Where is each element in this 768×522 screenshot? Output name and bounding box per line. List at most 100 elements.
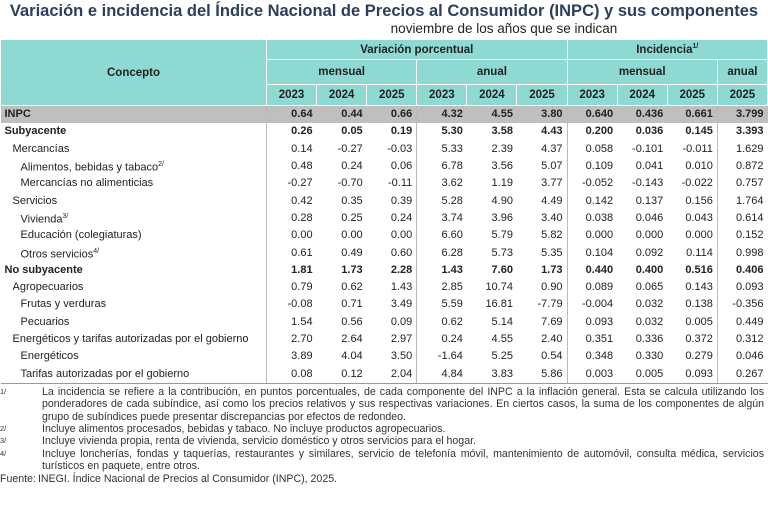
value-cell: 2.85 [416,278,467,297]
value-cell: 0.089 [566,278,618,297]
value-cell: 0.137 [635,194,664,207]
row: Frutas y verduras -0.08 0.71 3.49 5.59 16.81 -… [1,296,768,314]
footnote-text: La incidencia se refiere a la contribuci… [42,385,764,423]
concept-label: Agropecuarios [12,281,84,294]
value-cell: 0.032 [635,298,664,311]
value-cell: 0.351 [566,330,618,349]
value-cell: 0.05 [341,125,363,138]
year-header: 2024 [466,84,518,106]
value-cell: -0.022 [681,177,713,190]
value-cell: 2.64 [341,333,363,345]
value-cell: 0.005 [685,315,713,328]
value-cell: -0.356 [716,296,768,314]
row: Subyacente 0.26 0.05 0.19 5.30 3.58 4.43 0.200 0… [1,123,768,141]
value-cell: 0.152 [716,227,768,245]
value-cell: -0.052 [566,175,618,193]
value-cell: 3.96 [491,211,513,224]
subgroup-header: anual [416,59,568,85]
value-cell: 4.90 [491,194,513,207]
value-cell: 3.62 [416,175,467,193]
value-cell: 5.79 [491,229,513,242]
value-cell: 0.449 [716,313,768,331]
footnote-marker: 4/ [0,448,7,458]
value-cell: -0.004 [566,296,618,314]
value-cell: 5.14 [491,315,513,328]
concept-cell: Pecuarios [1,314,267,331]
value-cell: 5.35 [541,246,563,259]
concept-label: Energéticos [20,350,79,363]
value-cell: 0.043 [685,211,713,224]
value-cell: 0.09 [390,315,413,328]
value-cell: 5.07 [541,160,563,173]
value-cell: 0.143 [685,281,713,294]
value-cell: 3.393 [716,123,768,141]
value-cell: 0.400 [635,263,664,276]
value-cell: -0.11 [388,177,413,190]
concept-label: Educación (colegiaturas) [20,229,142,242]
year-header: 2023 [265,84,318,106]
concept-cell: Alimentos, bebidas y tabaco2/ [1,158,267,175]
value-cell: 3.56 [491,160,513,173]
concept-cell: Frutas y verduras [1,296,267,313]
footnote: 3/Incluye vivienda propia, renta de vivi… [0,435,768,447]
value-cell: 0.058 [566,140,618,158]
concept-label: Energéticos y tarifas autorizadas por el… [12,333,249,345]
value-cell: 6.78 [416,157,467,176]
concept-label: Frutas y verduras [20,298,107,311]
value-cell: 0.010 [685,160,713,173]
value-cell: 5.28 [416,192,467,210]
value-cell: 10.74 [485,281,513,294]
value-cell: 0.038 [566,209,618,228]
concept-cell: Mercancías no alimenticias [1,175,267,192]
value-cell: 0.000 [635,229,664,242]
value-cell: 0.54 [541,350,563,363]
header-row: mensual anual mensual anual [1,59,768,85]
footnote-text: Incluye alimentos procesados, bebidas y … [42,422,446,435]
value-cell: 1.19 [491,177,513,190]
value-cell: -0.03 [387,142,413,155]
concept-cell: Subyacente [1,123,267,140]
group-text: Variación porcentual [360,43,474,56]
concept-cell: Educación (colegiaturas) [1,227,267,244]
value-cell: 2.70 [265,330,317,349]
row: INPC 0.64 0.44 0.66 4.32 4.55 3.80 0.640 0.436 0.… [0,105,768,124]
value-cell: 0.24 [416,330,467,349]
value-cell: 0.71 [341,298,363,311]
concept-cell: Agropecuarios [1,279,267,296]
value-cell: 5.86 [516,365,568,384]
value-cell: 0.267 [716,365,768,384]
value-cell: 0.44 [316,105,367,124]
value-cell: 0.60 [390,246,413,259]
row: Mercancías no alimenticias -0.27 -0.70 -0.1… [1,175,768,193]
year-header: 2023 [416,84,468,106]
group-text: Incidencia [636,43,693,56]
value-cell: 3.80 [516,105,568,124]
value-cell: 3.89 [265,348,317,366]
value-cell: 0.64 [265,105,317,124]
value-cell: 3.83 [466,365,517,384]
value-cell: 4.37 [541,142,563,155]
value-cell: 0.62 [341,281,363,294]
value-cell: 0.436 [617,105,668,124]
value-cell: 6.28 [416,244,467,262]
value-cell: 4.55 [466,105,517,124]
value-cell: 0.48 [265,157,317,176]
footnote-ref: 2/ [158,161,164,169]
row: Pecuarios 1.54 0.56 0.09 0.62 5.14 7.69 0.093 0.… [1,313,768,331]
concept-cell: Energéticos y tarifas autorizadas por el… [1,331,267,348]
concept-label: No subyacente [4,263,83,276]
value-cell: 0.092 [635,246,664,259]
value-cell: 0.12 [316,365,367,384]
year-header: 2025 [516,84,568,106]
value-cell: 0.24 [341,160,363,173]
value-cell: 0.00 [390,229,413,242]
concept-label: Mercancías no alimenticias [20,177,154,190]
year-header: 2024 [316,84,368,106]
concept-cell: Tarifas autorizadas por el gobierno [0,365,267,384]
source: Fuente: INEGI. Índice Nacional de Precios… [0,473,768,485]
value-cell: 0.640 [566,105,618,124]
concept-label: Tarifas autorizadas por el gobierno [20,367,190,380]
value-cell: 0.336 [635,333,664,345]
value-cell: 1.73 [541,263,563,276]
